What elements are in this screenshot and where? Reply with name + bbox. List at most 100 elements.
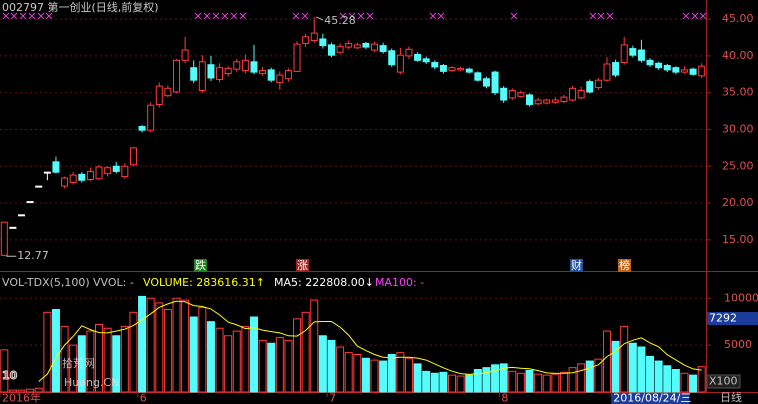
candle-body	[353, 44, 361, 49]
candle-body	[482, 78, 490, 87]
volume-bar	[258, 339, 267, 393]
volume-bar	[516, 372, 525, 393]
signal-marker	[589, 12, 597, 20]
volume-bar	[491, 364, 500, 393]
candle-body	[465, 68, 473, 73]
volume-bar	[103, 327, 112, 393]
volume-bar	[542, 374, 551, 393]
y-tick-label: 15.00	[722, 233, 754, 246]
candle-body	[112, 165, 120, 172]
candle-body	[396, 54, 404, 73]
signal-marker	[37, 12, 45, 20]
volume-bar	[232, 330, 241, 393]
volume-readout: VVOL: -	[93, 276, 134, 289]
y-tick-label: 35.00	[722, 86, 754, 99]
candle-body	[259, 70, 267, 75]
volume-bar	[275, 337, 284, 393]
candle-body	[18, 214, 26, 217]
candle-body	[362, 42, 370, 48]
candle-body	[233, 61, 241, 70]
volume-bar	[697, 366, 706, 393]
candle-body	[104, 167, 112, 175]
candle-body	[164, 87, 172, 97]
volume-bar	[551, 373, 560, 393]
candle-body	[0, 221, 8, 256]
candle-body	[594, 79, 602, 89]
x-tick-label: 7	[329, 392, 336, 404]
volume-bar	[370, 359, 379, 393]
y-tick-label: 10000	[724, 291, 758, 304]
volume-readout: VOLUME: 283616.31↑	[143, 276, 265, 289]
candle-body	[379, 45, 387, 52]
candle-body	[190, 67, 198, 81]
volume-bar	[387, 354, 396, 393]
volume-bar	[413, 363, 422, 393]
candle-body	[241, 59, 249, 72]
volume-bar	[448, 374, 457, 393]
candle-body	[155, 85, 163, 105]
candle-body	[431, 62, 439, 68]
signal-marker	[606, 12, 614, 20]
volume-bar	[396, 352, 405, 393]
candle-body	[491, 71, 499, 94]
signal-marker	[357, 12, 365, 20]
candle-body	[224, 67, 232, 75]
volume-bar	[663, 365, 672, 393]
cursor-box	[707, 312, 758, 325]
candle-body	[569, 87, 577, 101]
unit-box	[706, 374, 741, 389]
volume-bar	[473, 369, 482, 393]
volume-bar	[602, 330, 611, 393]
volume-bar	[559, 371, 568, 393]
candle-body	[543, 99, 551, 104]
signal-marker	[691, 12, 699, 20]
candle-body	[345, 42, 353, 48]
chart-title: 002797 第一创业(日线,前复权)	[2, 0, 159, 14]
candle-body	[448, 67, 456, 72]
candle-body	[327, 44, 335, 56]
cursor-date-box	[611, 393, 690, 404]
signal-marker	[366, 12, 374, 20]
y-tick-label: 45.00	[722, 12, 754, 25]
candle-body	[603, 63, 611, 81]
volume-bar	[86, 330, 95, 393]
candle-body	[551, 99, 559, 103]
volume-bar	[430, 372, 439, 393]
volume-bar	[620, 325, 629, 393]
candle-body	[95, 166, 103, 180]
volume-bar	[310, 299, 319, 393]
signal-marker	[2, 12, 10, 20]
event-label: 榜	[619, 258, 630, 272]
candle-body	[689, 68, 697, 75]
volume-bar	[568, 367, 577, 393]
volume-bar	[69, 344, 78, 393]
candle-body	[405, 48, 413, 57]
candle-body	[293, 43, 301, 72]
candle-body	[26, 201, 34, 204]
candle-body	[422, 58, 430, 63]
signal-marker	[10, 12, 18, 20]
y-tick-label: 25.00	[722, 159, 754, 172]
x-tick-label: 8	[501, 392, 508, 404]
signal-marker	[682, 12, 690, 20]
signal-marker	[437, 12, 445, 20]
x-tick-label: 6	[140, 392, 147, 404]
ma5-line	[38, 300, 702, 382]
candle-body	[474, 72, 482, 81]
y-tick-label: 20.00	[722, 196, 754, 209]
volume-bar	[155, 302, 164, 393]
candle-body	[9, 226, 17, 229]
candle-body	[216, 67, 224, 80]
volume-bar	[77, 335, 86, 393]
volume-bar	[482, 367, 491, 393]
candle-body	[267, 69, 275, 81]
candle-body	[508, 89, 516, 99]
volume-bar	[112, 335, 121, 393]
candle-body	[173, 59, 180, 93]
candle-body	[680, 69, 688, 73]
candle-body	[586, 81, 594, 93]
volume-bar	[17, 389, 26, 393]
candle-body	[414, 53, 422, 61]
candle-body	[663, 64, 671, 71]
